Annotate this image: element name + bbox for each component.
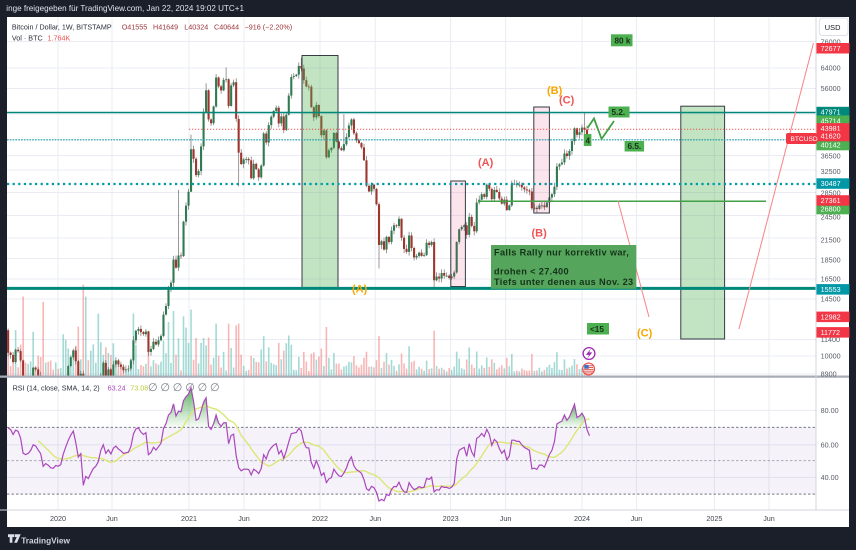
svg-text:8900: 8900 xyxy=(821,370,837,379)
svg-text:Jun: Jun xyxy=(500,514,512,523)
svg-text:80.00: 80.00 xyxy=(821,406,839,415)
svg-text:Jun: Jun xyxy=(238,514,250,523)
svg-text:RSI (14, close, SMA, 14, 2): RSI (14, close, SMA, 14, 2) xyxy=(13,384,100,393)
svg-text:2020: 2020 xyxy=(50,514,66,523)
svg-text:(B): (B) xyxy=(532,228,548,240)
svg-text:TradingView: TradingView xyxy=(21,535,70,545)
svg-text:76000: 76000 xyxy=(821,38,841,47)
svg-text:47971: 47971 xyxy=(821,108,841,117)
svg-text:USD: USD xyxy=(825,23,841,32)
svg-text:C40644: C40644 xyxy=(214,23,239,32)
svg-text:24500: 24500 xyxy=(821,213,841,222)
svg-text:2024: 2024 xyxy=(574,514,590,523)
svg-text:15553: 15553 xyxy=(821,285,841,294)
svg-text:36500: 36500 xyxy=(821,152,841,161)
svg-text:14500: 14500 xyxy=(821,295,841,304)
svg-text:H41649: H41649 xyxy=(153,23,178,32)
svg-text:Jun: Jun xyxy=(763,514,775,523)
svg-text:drohen < 27.400: drohen < 27.400 xyxy=(494,267,569,277)
svg-text:Jun: Jun xyxy=(106,514,118,523)
svg-text:32500: 32500 xyxy=(821,167,841,176)
svg-text:−916 (−2.20%): −916 (−2.20%) xyxy=(245,23,293,32)
svg-text:Jun: Jun xyxy=(370,514,382,523)
svg-text:40.00: 40.00 xyxy=(821,473,839,482)
svg-text:21500: 21500 xyxy=(821,236,841,245)
svg-text:1.764K: 1.764K xyxy=(48,33,71,42)
svg-text:2021: 2021 xyxy=(181,514,197,523)
svg-text:∅: ∅ xyxy=(160,382,170,394)
svg-text:40142: 40142 xyxy=(821,141,841,150)
svg-text:12982: 12982 xyxy=(821,313,841,322)
svg-text:41620: 41620 xyxy=(821,132,841,141)
svg-text:Falls Rally nur korrektiv war,: Falls Rally nur korrektiv war, xyxy=(494,248,629,258)
svg-text:80 k: 80 k xyxy=(615,36,631,45)
svg-text:11400: 11400 xyxy=(821,335,840,344)
svg-text:O41555: O41555 xyxy=(122,23,148,32)
svg-text:6.5.: 6.5. xyxy=(628,142,642,151)
svg-text:(C): (C) xyxy=(559,95,575,107)
svg-text:27361: 27361 xyxy=(821,196,841,205)
svg-text:64000: 64000 xyxy=(821,64,841,73)
svg-text:Tiefs unter denen aus Nov. 23: Tiefs unter denen aus Nov. 23 xyxy=(494,277,634,287)
svg-text:60.00: 60.00 xyxy=(821,441,839,450)
svg-text:43981: 43981 xyxy=(821,124,841,133)
svg-text:5.2.: 5.2. xyxy=(612,108,626,117)
svg-text:45714: 45714 xyxy=(821,116,841,125)
svg-text:56000: 56000 xyxy=(821,84,841,93)
svg-text:(A): (A) xyxy=(352,284,368,296)
svg-text:Vol · BTC: Vol · BTC xyxy=(12,33,43,42)
svg-text:10000: 10000 xyxy=(821,352,841,361)
svg-text:26800: 26800 xyxy=(821,205,841,214)
svg-text:<15: <15 xyxy=(590,325,604,334)
svg-text:(C): (C) xyxy=(637,328,653,340)
svg-text:2022: 2022 xyxy=(312,514,328,523)
svg-text:28500: 28500 xyxy=(821,189,841,198)
svg-text:∅: ∅ xyxy=(210,382,220,394)
svg-text:16500: 16500 xyxy=(821,275,841,284)
svg-text:73.08: 73.08 xyxy=(130,384,148,393)
svg-text:L40324: L40324 xyxy=(184,23,208,32)
svg-text:11772: 11772 xyxy=(821,328,840,337)
svg-text:(B): (B) xyxy=(547,85,563,97)
svg-text:30487: 30487 xyxy=(821,179,841,188)
svg-text:4: 4 xyxy=(586,136,591,145)
svg-text:72677: 72677 xyxy=(821,44,841,53)
svg-text:2025: 2025 xyxy=(706,514,722,523)
svg-text:∅: ∅ xyxy=(198,382,208,394)
svg-text:Jun: Jun xyxy=(631,514,643,523)
svg-text:∅: ∅ xyxy=(148,382,158,394)
svg-text:(A): (A) xyxy=(478,157,494,169)
svg-text:18500: 18500 xyxy=(821,256,841,265)
svg-text:∅: ∅ xyxy=(173,382,183,394)
svg-text:Bitcoin / Dollar, 1W, BITSTAMP: Bitcoin / Dollar, 1W, BITSTAMP xyxy=(12,23,112,32)
svg-text:2023: 2023 xyxy=(443,514,459,523)
svg-text:∅: ∅ xyxy=(185,382,195,394)
svg-text:BTCUSD: BTCUSD xyxy=(791,136,818,143)
svg-text:63.24: 63.24 xyxy=(108,384,126,393)
